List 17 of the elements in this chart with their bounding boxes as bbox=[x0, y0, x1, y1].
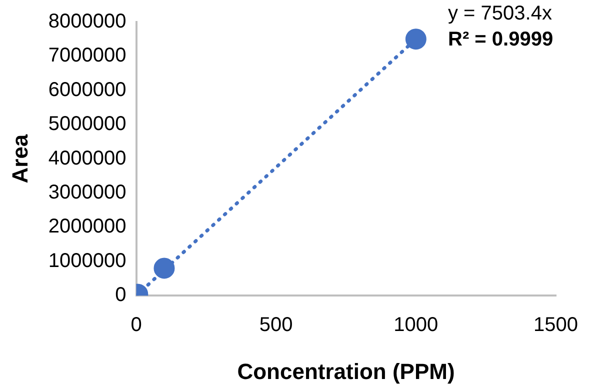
y-tick-label: 6000000 bbox=[48, 78, 126, 101]
y-tick-label: 1000000 bbox=[48, 250, 126, 272]
y-tick-label: 4000000 bbox=[48, 147, 126, 170]
y-tick-label: 0 bbox=[115, 284, 126, 306]
y-tick-label: 3000000 bbox=[48, 182, 126, 204]
x-tick-label: 1000 bbox=[394, 314, 438, 336]
annotation: y = 7503.4x bbox=[448, 2, 552, 25]
y-tick-label: 7000000 bbox=[48, 44, 126, 67]
y-tick-label: 5000000 bbox=[48, 113, 126, 136]
annotation: R² = 0.9999 bbox=[448, 28, 554, 51]
x-tick-label: 0 bbox=[130, 314, 142, 336]
y-axis-title: Area bbox=[7, 134, 32, 184]
x-tick-label: 1500 bbox=[534, 314, 578, 336]
x-tick-label: 500 bbox=[259, 314, 293, 336]
y-tick-label: 8000000 bbox=[48, 10, 126, 33]
y-tick-label: 2000000 bbox=[48, 216, 126, 238]
x-axis-title: Concentration (PPM) bbox=[237, 358, 455, 384]
